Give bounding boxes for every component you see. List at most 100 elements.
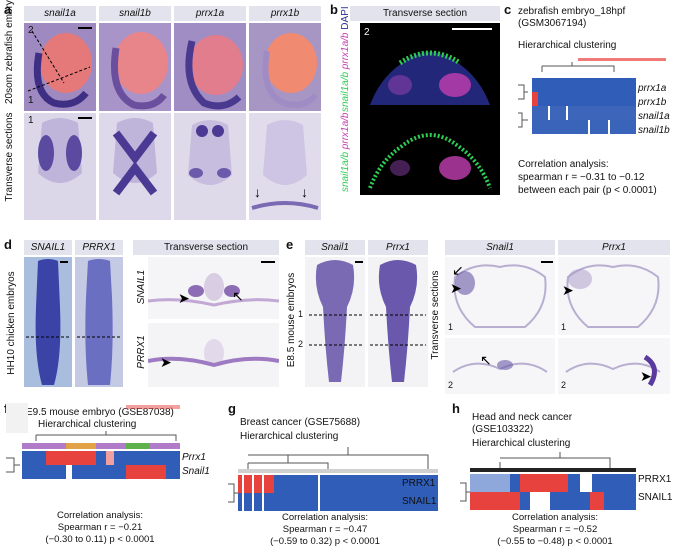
f-cell-r2	[106, 451, 114, 465]
e-embryo-1	[315, 260, 355, 382]
g-stats: Correlation analysis: Spearman r = −0.47…	[240, 512, 410, 548]
c-stat-line2: spearman r = −0.31 to −0.12	[518, 172, 645, 183]
e-sec-num-2: 1	[561, 322, 567, 332]
c-heatmap	[518, 58, 666, 134]
embryo-body-2	[110, 47, 167, 110]
stain-1a	[38, 135, 54, 171]
g-heatmap	[228, 447, 438, 511]
stain-1b	[66, 135, 82, 171]
h-stat-line2: Spearman r = −0.52	[512, 524, 598, 535]
c-cell-w1	[548, 106, 550, 120]
e-sec-num-3: 2	[448, 380, 454, 390]
f-subtitle: Hierarchical clustering	[38, 419, 137, 430]
prrx-signal-top	[439, 73, 471, 97]
d-wholemount-images	[24, 257, 123, 387]
e-sec-stain-2	[568, 269, 592, 289]
e-sec-stain-1	[455, 271, 475, 295]
prrx-signal-bottom	[439, 156, 471, 180]
c-cell-red	[532, 92, 538, 106]
e-sec-bg-1	[445, 257, 555, 335]
d-embryo-2	[85, 259, 113, 385]
d-scale-bar-1	[60, 261, 68, 263]
e-row-label: E8.5 mouse embryos	[286, 272, 297, 368]
stain-prrx-top: prrx1a/b	[340, 32, 351, 70]
fluorescence-images	[360, 23, 500, 195]
c-stat-line1: Correlation analysis:	[518, 159, 609, 170]
e-header-snail1: Snail1	[305, 240, 365, 255]
arrow-a-right: ↓	[301, 184, 308, 200]
c-dendrogram	[541, 62, 615, 72]
h-subtitle: Hierarchical clustering	[472, 438, 571, 449]
plane-line-2	[31, 30, 65, 84]
panel-letter-c: c	[504, 2, 512, 17]
embryo-images	[24, 23, 321, 111]
c-gene-prrx1b: prrx1b	[638, 97, 667, 108]
e-sec-outline-3	[452, 362, 548, 373]
e-sec-num-4: 2	[561, 380, 567, 390]
d-section-images	[148, 257, 279, 387]
e-arrow-2: ↖	[480, 352, 492, 368]
row-label-sections: Transverse sections	[4, 112, 15, 202]
plane-mark-2: 2	[28, 25, 34, 36]
g-cell-w2	[252, 475, 254, 511]
d-section-gene-snail1: SNAIL1	[136, 269, 147, 305]
d-header-transverse: Transverse section	[133, 240, 279, 255]
stain-4a	[251, 201, 319, 210]
h-cell-3	[580, 474, 592, 492]
f-stat-line1: Correlation analysis:	[56, 510, 144, 521]
g-tick-row	[238, 469, 438, 473]
section-tissue-2	[113, 118, 157, 183]
yolk-1	[40, 33, 92, 93]
plane-line-1	[27, 66, 91, 92]
f-annotation-seg2	[126, 443, 150, 449]
d-arrowhead-1: ➤	[178, 290, 190, 306]
prrx-signal-top-left	[388, 75, 412, 95]
f-legend-box	[6, 403, 28, 433]
d-arrowhead-2: ➤	[160, 354, 172, 370]
e-sec-outline-2	[566, 264, 660, 328]
f-stats: Correlation analysis: Spearman r = −0.21…	[20, 510, 180, 546]
c-subtitle: Hierarchical clustering	[518, 40, 617, 51]
f-stat-line3: (−0.30 to 0.11) p < 0.0001	[45, 534, 155, 545]
c-row-snail1a	[532, 106, 636, 120]
h-row-dendrogram	[460, 482, 470, 502]
snail-signal-bottom	[368, 133, 492, 189]
stain-prrx-bottom: prrx1a/b	[340, 112, 351, 150]
arrow-a-left: ↓	[254, 184, 261, 200]
e-scale-bar-1	[355, 261, 363, 263]
h-gene-snail1: SNAIL1	[638, 492, 673, 503]
e-embryo-2	[378, 260, 418, 382]
c-row-prrx1a	[532, 78, 636, 92]
yolk-2	[114, 32, 168, 94]
e-header-prrx1: Prrx1	[368, 240, 428, 255]
g-row-snail1	[238, 493, 438, 511]
d-neural-tube-2	[204, 339, 224, 367]
header-transverse-section-b: Transverse section	[350, 6, 500, 21]
yolk-3	[189, 35, 243, 95]
c-row-prrx1b	[532, 92, 636, 106]
c-colorscale	[578, 58, 666, 61]
f-row-dendrogram	[6, 457, 20, 473]
g-stat-line2: Spearman r = −0.47	[282, 524, 368, 535]
row-label-embryos: 20som zebrafish embryos	[4, 0, 15, 104]
h-cell-1	[470, 474, 510, 492]
scale-bar-a-top	[78, 27, 92, 29]
c-gene-prrx1a: prrx1a	[638, 83, 667, 94]
stain-3a	[196, 125, 208, 137]
g-cell-w1	[242, 475, 244, 511]
panel-letter-d: d	[4, 237, 12, 252]
c-gene-snail1b: snail1b	[638, 125, 670, 136]
h-gene-prrx1: PRRX1	[638, 474, 672, 485]
f-stat-line2: Spearman r = −0.21	[57, 522, 143, 533]
stain-3d	[217, 168, 231, 178]
f-title: E9.5 mouse embryo (GSE87038)	[26, 407, 174, 418]
h-cell-2	[520, 474, 568, 492]
e-header-section-snail1: Snail1	[445, 240, 555, 255]
c-row-snail1b	[532, 120, 636, 134]
yolk-4	[265, 33, 317, 93]
embryo-body-3	[185, 40, 242, 110]
f-heatmap	[6, 403, 180, 479]
g-stat-line1: Correlation analysis:	[281, 512, 369, 523]
f-cell-r3	[126, 465, 166, 479]
c-stat-line3: between each pair (p < 0.0001)	[518, 185, 657, 196]
